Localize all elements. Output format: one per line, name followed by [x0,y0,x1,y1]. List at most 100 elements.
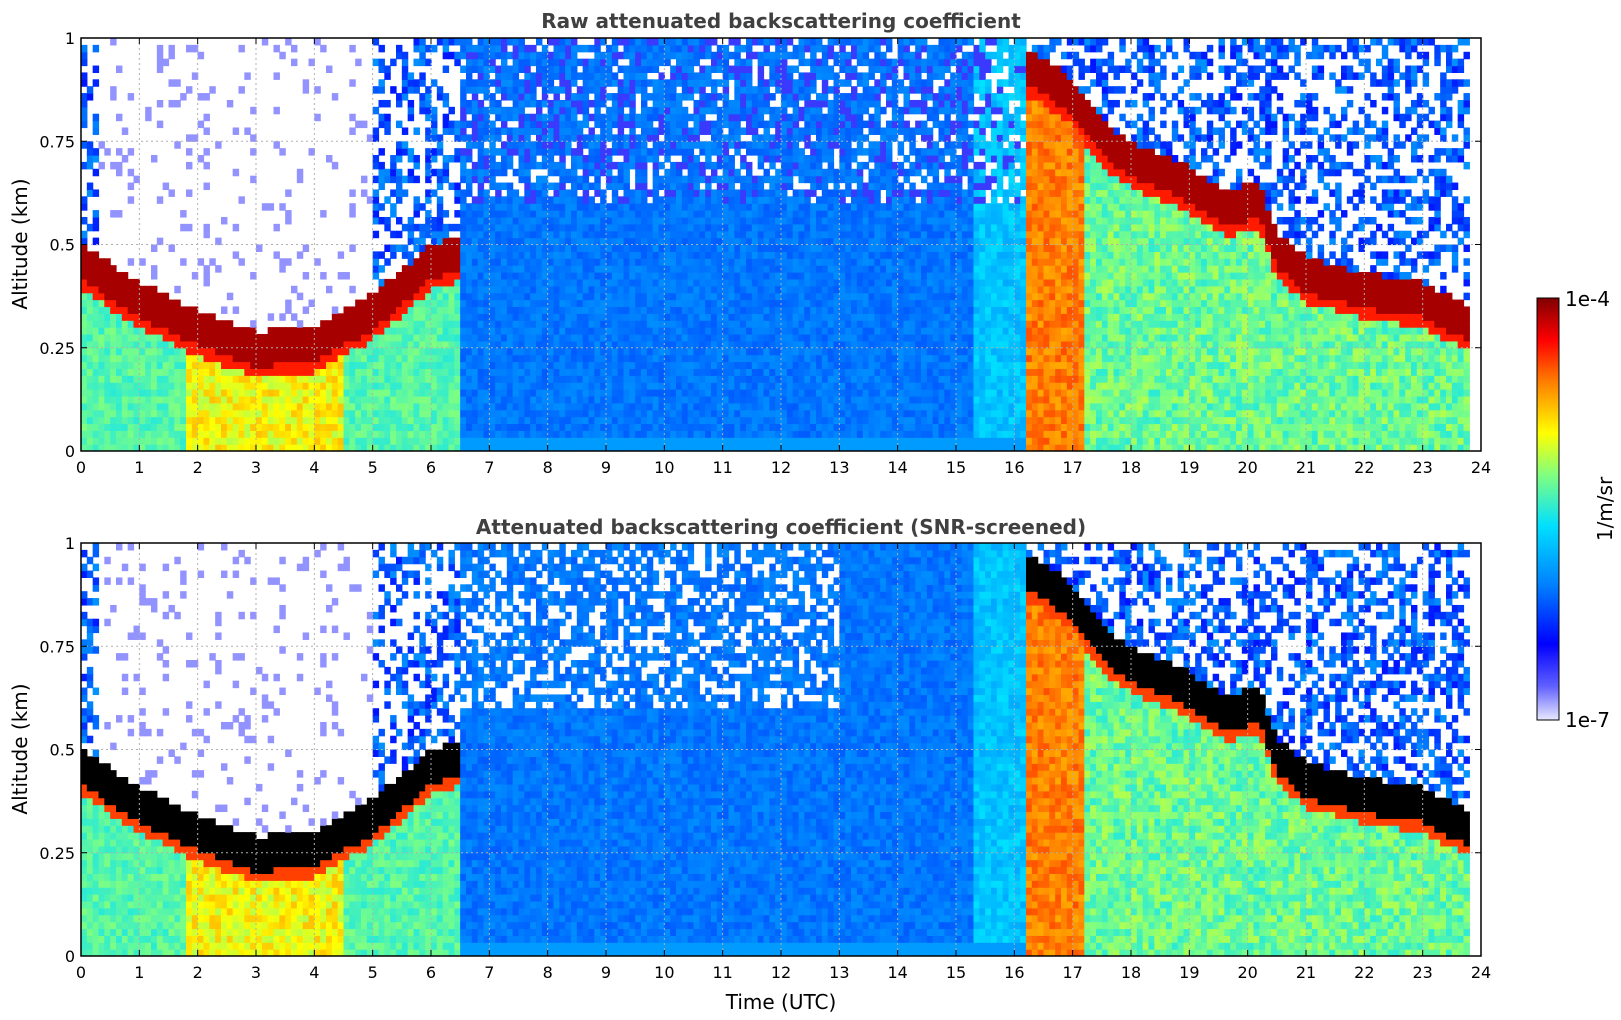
heatmap-cell [413,368,420,376]
heatmap-cell [676,65,683,74]
heatmap-cell [378,340,385,349]
heatmap-cell [92,272,100,280]
heatmap-cell [326,409,333,418]
heatmap-cell [442,320,450,328]
heatmap-cell [530,58,537,67]
heatmap-cell [664,113,671,122]
heatmap-cell [244,382,251,390]
heatmap-cell [740,210,747,218]
heatmap-cell [133,437,140,445]
heatmap-cell [436,244,444,252]
heatmap-cell [652,265,660,273]
heatmap-cell [576,244,584,252]
heatmap-cell [541,368,549,376]
heatmap-cell [617,251,625,259]
heatmap-cell [775,340,782,349]
heatmap-cell [565,113,572,122]
heatmap-cell [419,237,426,246]
heatmap-cell [559,38,566,46]
heatmap-cell [711,203,718,211]
heatmap-cell [343,313,350,321]
heatmap-cell [331,333,339,342]
heatmap-cell [681,237,689,246]
heatmap-cell [273,382,280,390]
heatmap-cell [617,99,625,108]
heatmap-cell [711,375,718,383]
heatmap-cell [676,203,683,211]
heatmap-cell [145,292,152,301]
heatmap-cell [565,251,572,259]
heatmap-cell [151,306,158,314]
heatmap-cell [681,155,689,163]
heatmap-cell [186,86,193,94]
heatmap-cell [600,389,607,397]
heatmap-cell [127,389,135,397]
heatmap-cell [600,423,607,431]
heatmap-cell [547,79,555,87]
heatmap-cell [384,299,391,308]
heatmap-cell [681,299,689,308]
heatmap-cell [617,38,625,46]
heatmap-cell [588,395,595,404]
heatmap-cell [384,175,391,184]
heatmap-cell [751,51,759,60]
heatmap-cell [711,244,718,252]
heatmap-cell [209,409,216,418]
heatmap-cell [361,389,368,397]
heatmap-cell [110,292,117,301]
heatmap-cell [116,354,123,363]
heatmap-cell [267,333,275,342]
heatmap-cell [501,389,508,397]
heatmap-cell [133,292,140,301]
heatmap-cell [693,416,700,425]
heatmap-cell [705,216,712,225]
heatmap-cell [716,203,724,211]
heatmap-cell [582,327,590,335]
heatmap-cell [641,299,648,308]
heatmap-cell [366,389,374,397]
heatmap-cell [425,58,432,67]
heatmap-cell [267,368,275,376]
heatmap-cell [582,265,590,273]
heatmap-cell [396,148,403,156]
heatmap-cell [238,340,245,349]
heatmap-cell [506,182,514,191]
heatmap-cell [518,86,525,94]
heatmap-cell [530,161,537,170]
heatmap-cell [197,430,205,438]
heatmap-cell [279,148,286,156]
heatmap-cell [629,120,636,129]
heatmap-cell [162,375,170,383]
heatmap-cell [203,375,210,383]
heatmap-cell [751,340,759,349]
heatmap-cell [501,182,508,191]
heatmap-cell [705,444,712,451]
heatmap-cell [693,347,700,356]
heatmap-cell [279,444,286,451]
heatmap-cell [483,389,490,397]
heatmap-cell [629,127,636,135]
heatmap-cell [431,437,438,445]
heatmap-cell [133,409,140,418]
heatmap-cell [775,389,782,397]
heatmap-cell [331,347,339,356]
heatmap-cell [576,320,584,328]
heatmap-cell [250,340,257,349]
heatmap-cell [448,437,455,445]
heatmap-cell [722,278,730,287]
heatmap-cell [658,230,665,239]
heatmap-cell [477,210,485,218]
heatmap-cell [530,278,537,287]
heatmap-cell [676,168,683,177]
heatmap-cell [314,416,321,425]
heatmap-cell [396,395,403,404]
heatmap-cell [728,389,735,397]
heatmap-cell [728,382,735,390]
heatmap-cell [757,38,765,46]
heatmap-cell [728,409,735,418]
heatmap-cell [541,141,549,149]
heatmap-cell [396,272,403,280]
heatmap-cell [571,333,578,342]
heatmap-cell [617,106,625,115]
heatmap-cell [431,409,438,418]
